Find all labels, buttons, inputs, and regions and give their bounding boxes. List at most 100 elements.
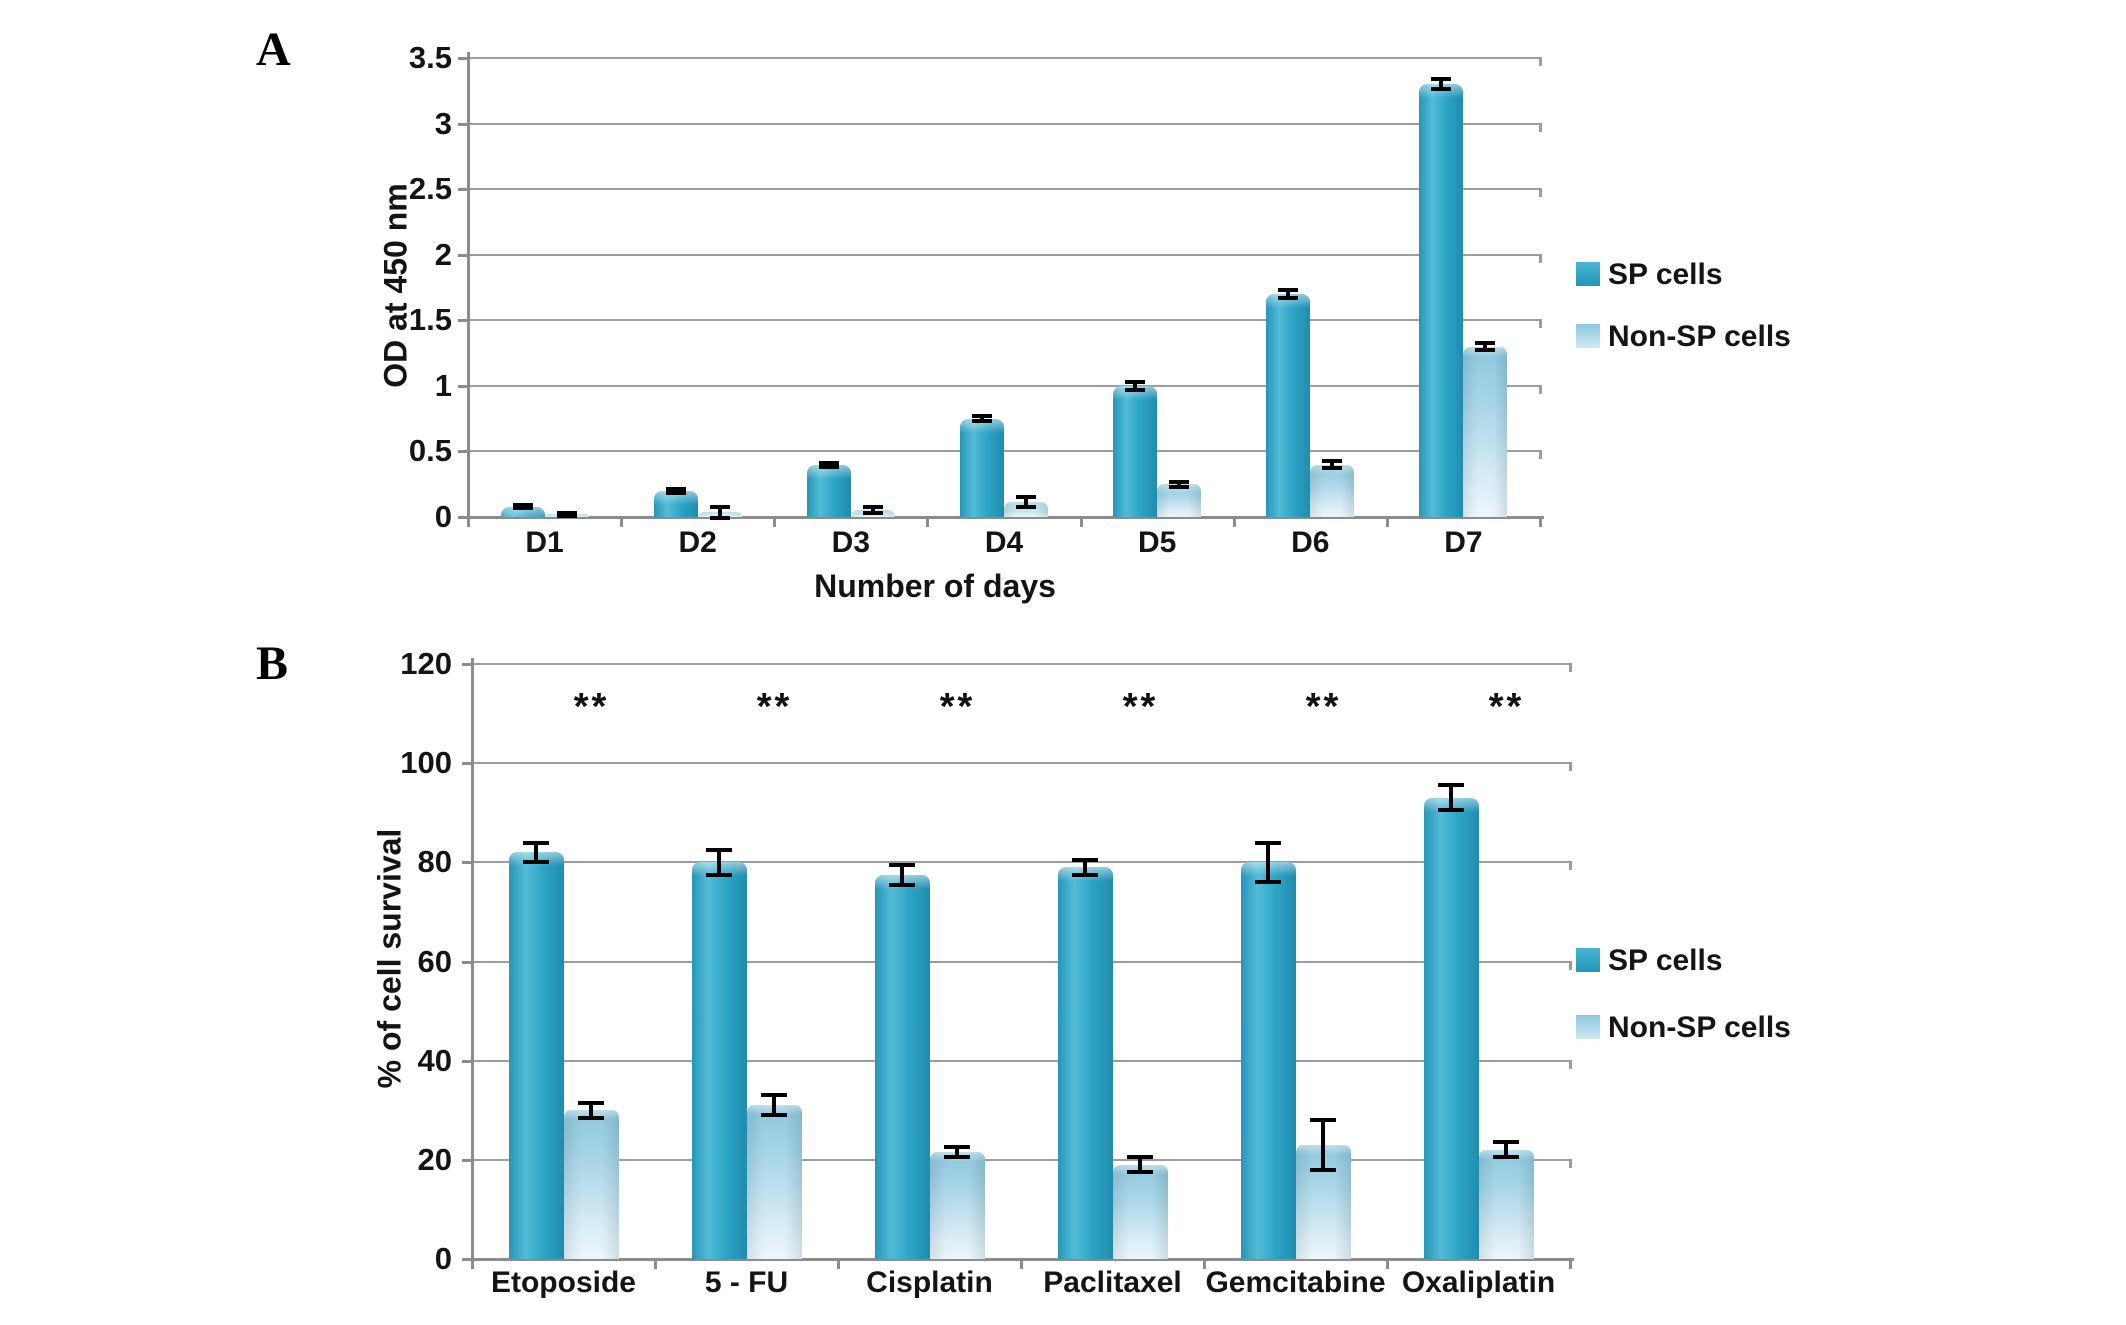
error-bar-cap-bottom [556, 513, 577, 518]
significance-marker: ** [1122, 686, 1159, 728]
error-bar-cap-bottom [944, 1155, 970, 1160]
bar-nonsp-D5 [1157, 484, 1202, 517]
error-bar-cap-bottom [1127, 1170, 1153, 1175]
error-bar-line [1286, 290, 1291, 298]
error-bar-line [1330, 460, 1335, 469]
error-bar-line [772, 1095, 776, 1116]
bar-sp-Oxaliplatin [1423, 797, 1479, 1259]
error-bar-cap-bottom [1169, 484, 1190, 489]
gridline-right-tick [1569, 1059, 1572, 1069]
x-axis-baseline [462, 516, 1544, 519]
error-bar-cap-top [1278, 288, 1299, 293]
legend-label-sp: SP cells [1608, 944, 1723, 977]
error-bar-cap-top [1255, 840, 1281, 845]
x-axis-tick [837, 1260, 840, 1269]
y-axis-tick [458, 57, 468, 60]
error-bar-cap-bottom [1125, 387, 1146, 392]
error-bar-cap-bottom [1322, 466, 1343, 471]
bar-sp-Paclitaxel [1057, 867, 1113, 1259]
y-axis-tick [462, 1059, 472, 1063]
gridline-right-tick [1539, 319, 1542, 329]
error-bar-line [1138, 1157, 1142, 1173]
error-bar-cap-bottom [1255, 880, 1281, 885]
error-bar-cap-bottom [1493, 1155, 1519, 1160]
error-bar-line [870, 506, 875, 514]
bar-sp-D6 [1266, 294, 1311, 517]
error-bar-cap-top [1475, 340, 1496, 345]
y-axis-tick [458, 384, 468, 388]
error-bar-cap-bottom [512, 506, 533, 511]
legend-swatch-sp [1576, 262, 1600, 286]
error-bar-cap-bottom [1072, 872, 1098, 877]
gridline-right-tick [1539, 253, 1542, 263]
legend-swatch-nonsp [1576, 324, 1600, 348]
x-axis-tick [1385, 518, 1389, 527]
error-bar-cap-top [944, 1145, 970, 1150]
x-axis-tick [1386, 1260, 1389, 1269]
x-category-label: D1 [525, 526, 564, 559]
error-bar-cap-top [1169, 479, 1190, 484]
gridline-right-tick [1569, 1158, 1572, 1168]
x-category-label: D5 [1137, 526, 1177, 559]
y-axis-tick [462, 1158, 472, 1162]
x-axis-tick [654, 1260, 657, 1269]
bar-nonsp-Cisplatin [929, 1152, 985, 1259]
gridline-1 [468, 384, 1540, 387]
error-bar-line [589, 1102, 593, 1118]
bar-nonsp-5-FU [746, 1105, 802, 1259]
x-category-label: D7 [1444, 526, 1483, 559]
error-bar-line [534, 842, 538, 863]
error-bar-line [1483, 342, 1488, 351]
x-axis-baseline [466, 1258, 1574, 1261]
error-bar-cap-top [1438, 783, 1464, 788]
bar-nonsp-Oxaliplatin [1478, 1149, 1534, 1259]
error-bar-cap-bottom [523, 860, 549, 865]
gridline-0.5 [468, 450, 1540, 453]
bar-sp-D5 [1113, 385, 1158, 517]
x-category-label: D4 [984, 526, 1024, 559]
error-bar-line [1024, 496, 1028, 508]
y-axis-tick [458, 253, 468, 257]
gridline-right-tick [1569, 861, 1572, 871]
gridline-40 [472, 1059, 1570, 1062]
y-tick-label: 2.5 [408, 171, 452, 207]
legend-swatch-sp [1576, 948, 1600, 972]
bar-sp-Etoposide [508, 852, 564, 1259]
error-bar-cap-top [523, 840, 549, 845]
gridline-2.5 [468, 188, 1540, 191]
bar-sp-D7 [1419, 84, 1464, 517]
error-bar-line [1266, 842, 1270, 883]
error-bar-cap-top [972, 414, 992, 419]
x-category-label: Oxaliplatin [1401, 1266, 1556, 1299]
bar-sp-Cisplatin [874, 874, 930, 1259]
significance-marker: ** [1305, 686, 1342, 728]
y-tick-label: 0 [434, 1241, 452, 1276]
panel-letter-B: B [256, 637, 289, 690]
error-bar-cap-bottom [1278, 295, 1299, 300]
bar-nonsp-Etoposide [563, 1110, 619, 1259]
gridline-120 [472, 663, 1570, 665]
error-bar-cap-top [1493, 1140, 1519, 1145]
gridline-right-tick [1539, 450, 1542, 460]
y-axis-tick [462, 663, 472, 666]
significance-marker: ** [1488, 686, 1525, 728]
error-bar-cap-top [1072, 857, 1098, 862]
bar-sp-D4 [960, 418, 1004, 517]
error-bar-line [1449, 785, 1453, 811]
y-tick-label: 0 [434, 499, 452, 534]
gridline-2 [468, 253, 1540, 256]
y-tick-label: 120 [400, 646, 452, 681]
gridline-right-tick [1569, 663, 1572, 672]
gridline-20 [472, 1158, 1570, 1161]
error-bar-cap-bottom [709, 515, 730, 520]
y-axis-tick [458, 188, 468, 192]
y-axis-tick [458, 450, 468, 454]
x-category-label: D3 [831, 526, 871, 559]
y-tick-label: 3 [434, 105, 452, 141]
error-bar-cap-top [889, 862, 915, 867]
error-bar-cap-top [1322, 458, 1343, 463]
error-bar-cap-top [556, 511, 577, 516]
legend-label-nonsp: Non-SP cells [1608, 320, 1791, 353]
x-category-label: Etoposide [490, 1266, 636, 1299]
error-bar-cap-bottom [1016, 505, 1036, 510]
